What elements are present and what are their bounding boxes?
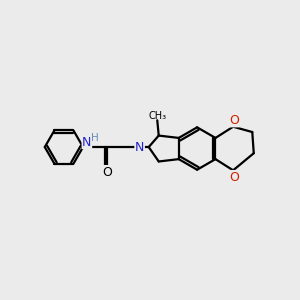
Text: N: N: [135, 141, 144, 154]
Text: H: H: [91, 133, 98, 143]
Text: O: O: [229, 114, 239, 127]
Text: CH₃: CH₃: [148, 111, 166, 121]
Text: O: O: [229, 171, 239, 184]
Text: N: N: [82, 136, 92, 148]
Text: O: O: [103, 166, 112, 178]
